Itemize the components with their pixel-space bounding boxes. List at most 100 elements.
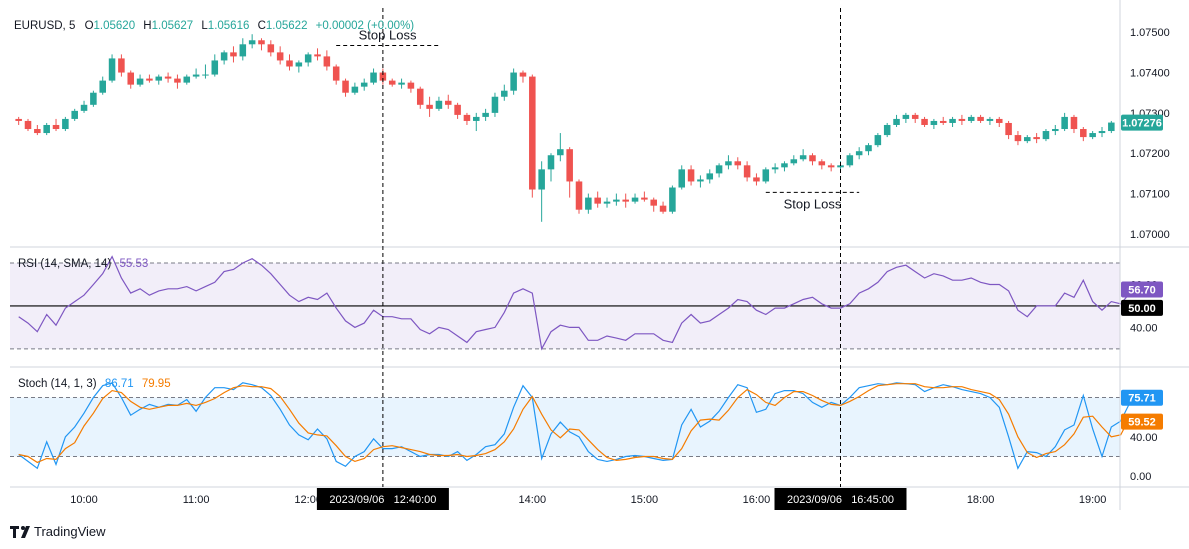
candle-body [967,116,975,121]
candle-body [239,44,247,57]
candle-body [463,114,471,121]
candle-body [211,60,219,75]
time-tick-label: 11:00 [183,494,210,506]
candle-body [332,66,340,81]
stoch-k-badge-bg [1121,389,1163,406]
time-marker-label: 2023/09/06 16:45:00 [787,494,894,506]
candle-body [99,80,106,93]
candle-body [529,76,536,190]
candle-body [855,151,863,156]
candle-body [473,116,480,121]
time-tick-label: 10:00 [70,494,98,506]
candle-body [930,120,938,125]
rsi-midline-badge: 50.00 [1121,299,1163,316]
candles-layer [15,34,1115,222]
candle-body [220,52,228,61]
candle-body [267,44,275,53]
candle-body [902,114,910,119]
candle-body [622,199,629,202]
stoch-tick-label: 0.00 [1130,471,1151,483]
axis-badges: 1.07276 56.70 50.00 75.71 59.52 [1121,114,1163,430]
candle-body [342,80,349,93]
candle-body [809,155,816,162]
open-label: O [85,20,94,32]
candle-body [1042,131,1050,140]
close-label: C [258,20,266,32]
candle-body [398,82,405,85]
candle-body [911,114,919,119]
tradingview-icon [10,526,30,538]
rsi-value-badge-text: 56.70 [1128,285,1156,297]
candle-body [407,82,415,89]
stop-loss-label: Stop Loss [784,196,842,211]
candle-body [734,161,742,166]
candle-body [1098,131,1106,134]
stoch-d-value: 79.95 [142,378,171,390]
candle-body [977,116,984,121]
annotations-layer: Stop Loss Stop Loss [336,28,860,211]
high-value: 1.05627 [152,20,194,32]
candle-body [482,112,489,117]
candle-body [1005,122,1012,136]
candle-body [444,100,452,105]
candle-body [24,120,32,130]
candle-body [1061,116,1068,130]
price-tick-label: 1.07000 [1130,229,1170,241]
stoch-title: Stoch (14, 1, 3) [18,378,97,390]
candle-body [538,169,545,190]
candle-body [1014,135,1022,142]
stoch-k-badge: 75.71 [1121,389,1163,406]
candle-body [893,118,900,125]
stoch-legend: Stoch (14, 1, 3) 86.71 79.95 [18,378,171,390]
candle-body [641,197,648,200]
close-value: 1.05622 [266,20,308,32]
time-tick-label: 18:00 [967,494,995,506]
candle-body [379,72,387,81]
candle-body [883,124,891,136]
candle-body [790,159,798,164]
candle-body [510,72,517,91]
time-tick-label: 19:00 [1079,494,1107,506]
low-value: 1.05616 [208,20,250,32]
candle-body [1052,129,1059,132]
candle-body [304,54,312,63]
candle-body [557,149,564,156]
candle-body [155,76,163,81]
time-tick-label: 14:00 [519,494,547,506]
rsi-value-badge-bg [1121,281,1163,298]
candle-body [725,161,732,166]
candle-body [146,78,153,81]
stoch-tick-label: 40.00 [1130,432,1158,444]
candle-body [799,155,807,160]
candle-body [248,40,256,45]
candle-body [1033,137,1040,140]
rsi-midline-badge-text: 50.00 [1128,303,1156,315]
candle-body [995,118,1003,123]
stoch-layer [10,382,1140,470]
candle-body [164,76,172,79]
candle-body [706,173,714,180]
last-price-badge: 1.07276 [1121,114,1163,131]
candle-body [416,88,424,105]
candle-body [426,104,433,109]
candle-body [1070,116,1078,130]
tradingview-logo[interactable]: TradingView [10,524,106,539]
candle-body [1080,129,1087,138]
candle-body [874,135,882,146]
candle-body [678,169,686,188]
candle-body [43,124,50,134]
price-tick-label: 1.07500 [1130,27,1170,39]
candle-body [762,169,770,182]
low-label: L [201,20,208,32]
rsi-layer [10,255,1140,351]
candle-body [370,72,377,83]
price-tick-label: 1.07100 [1130,189,1170,201]
stoch-k-value: 86.71 [105,378,134,390]
tradingview-wordmark: TradingView [34,524,106,539]
candle-body [781,163,788,168]
price-axis: 1.075001.074001.073001.072001.071001.070… [1130,27,1170,483]
rsi-value-badge: 56.70 [1121,281,1163,298]
candle-body [108,58,116,81]
candle-body [71,110,78,119]
